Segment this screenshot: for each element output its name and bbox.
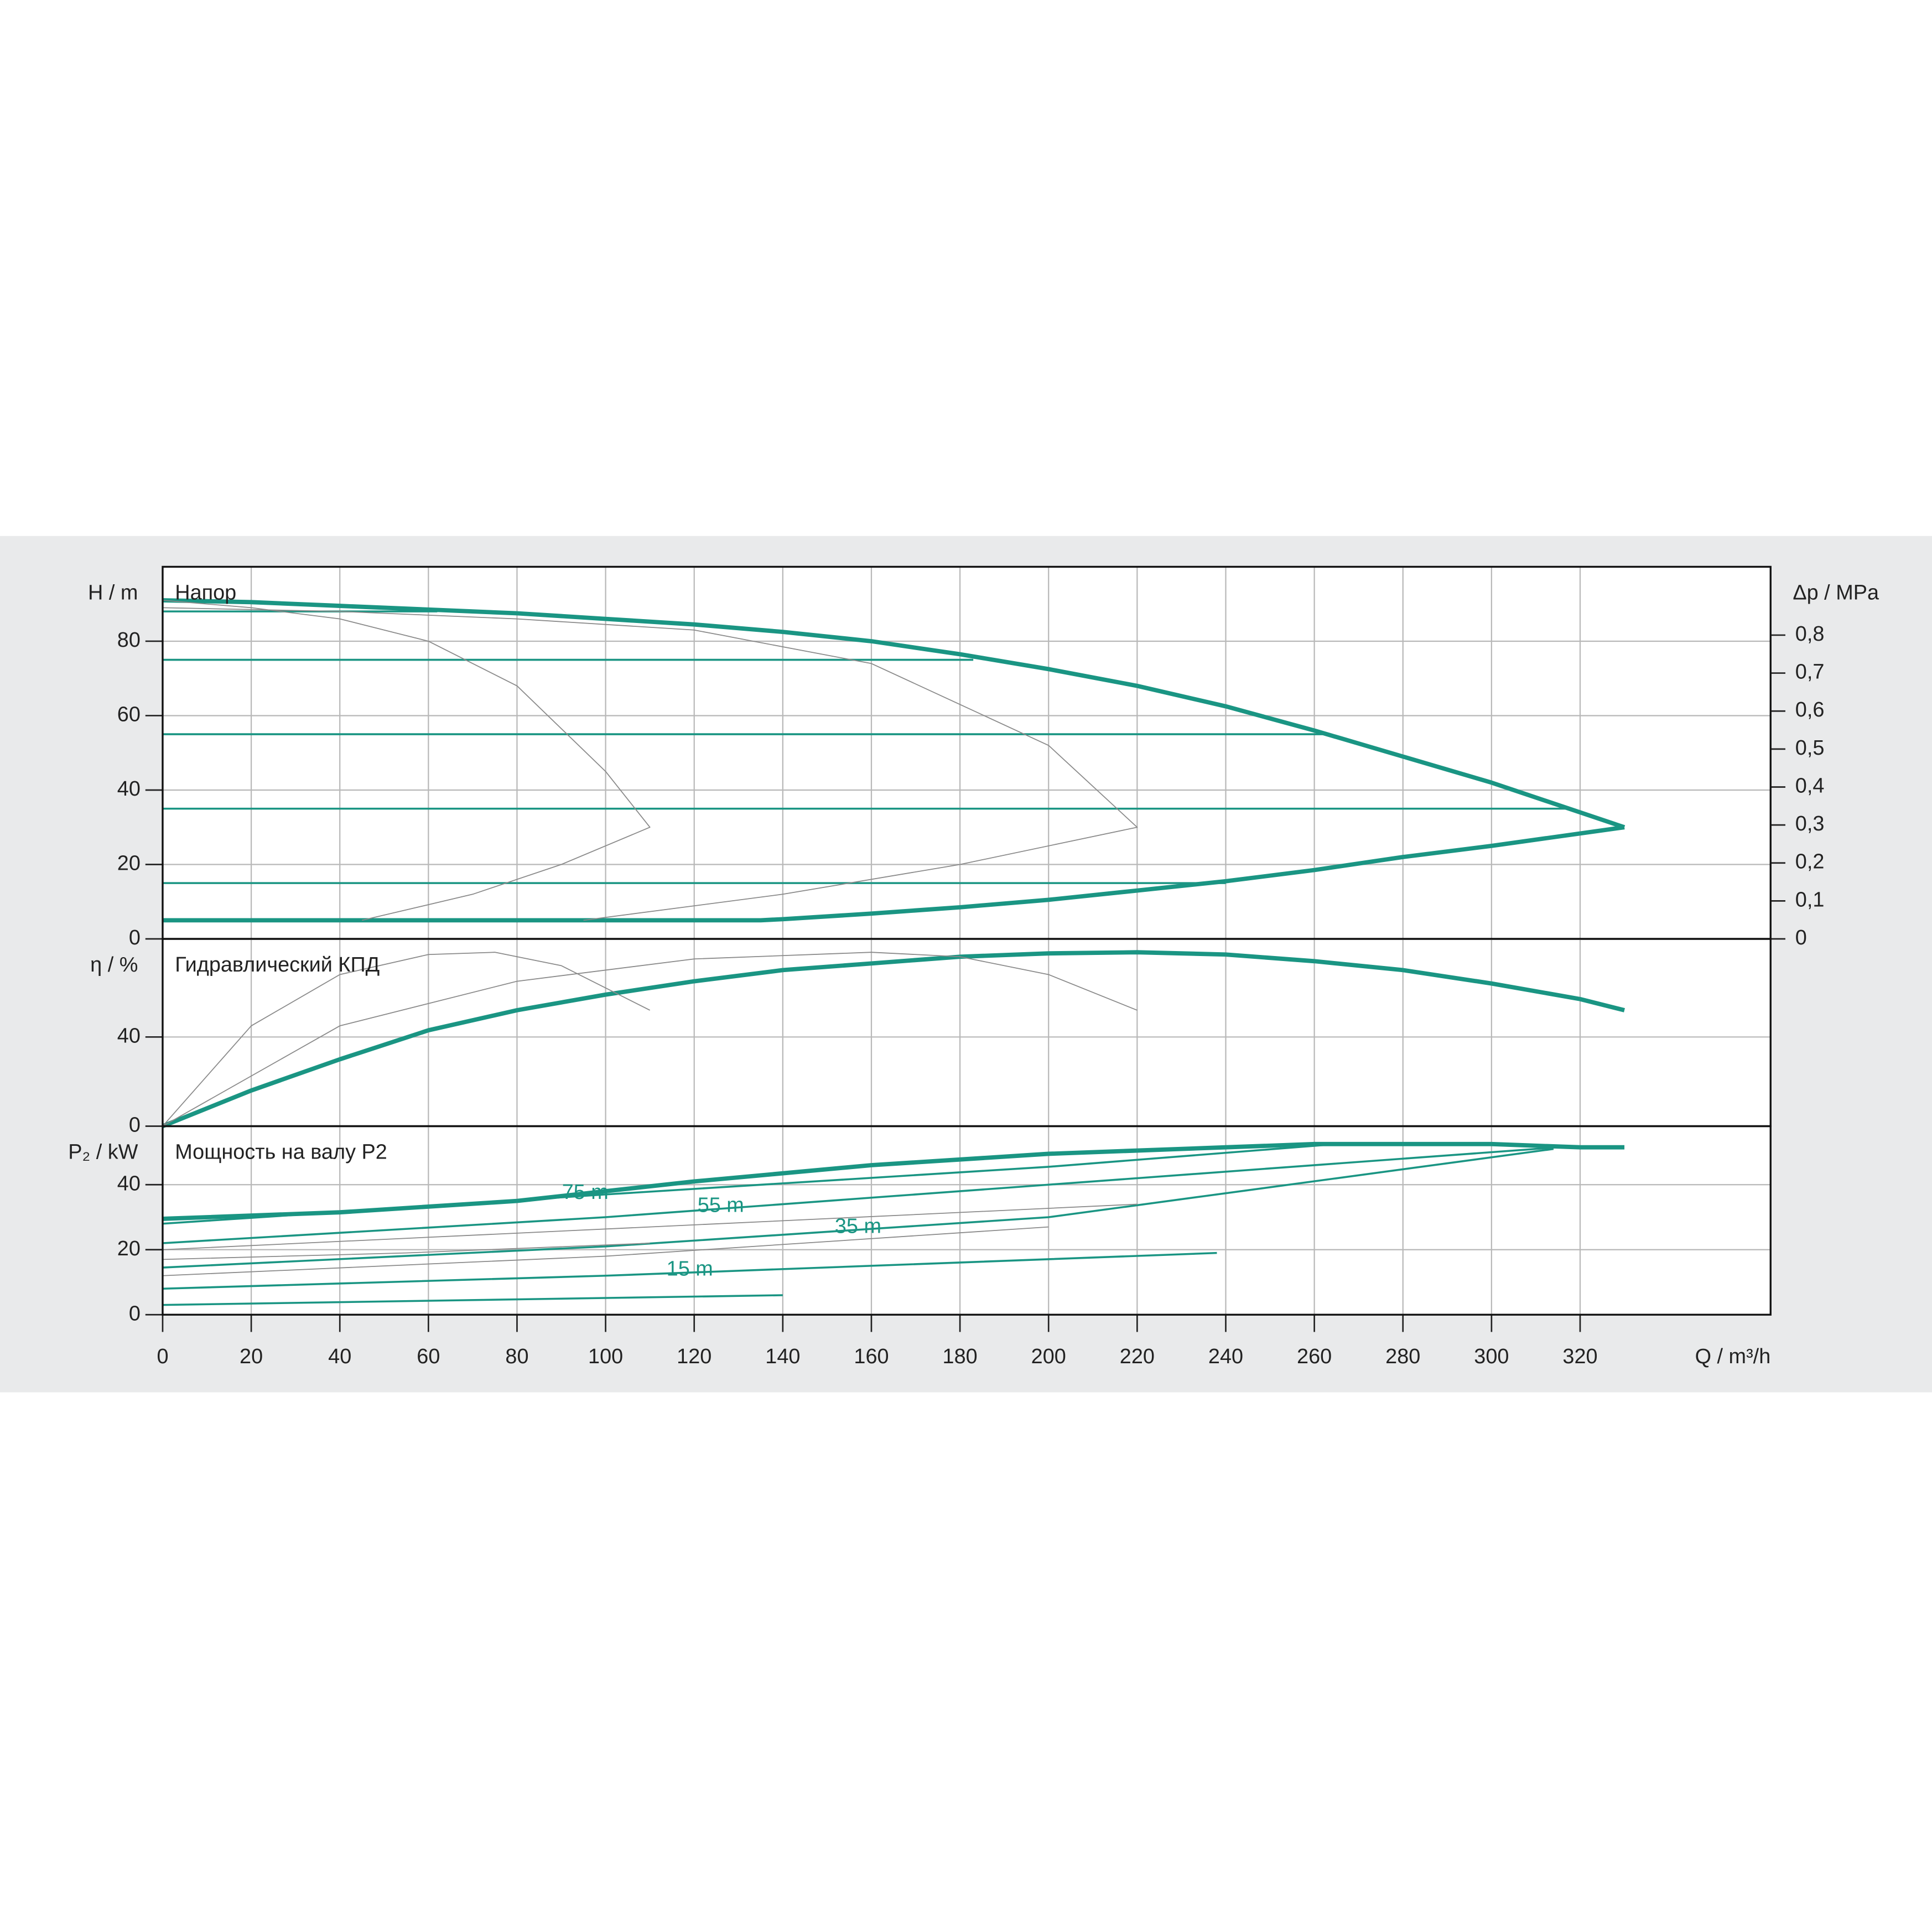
x-tick-label: 60 bbox=[417, 1345, 440, 1368]
x-tick-label: 220 bbox=[1120, 1345, 1155, 1368]
x-axis-label: Q / m³/h bbox=[1695, 1345, 1771, 1368]
x-tick-label: 160 bbox=[854, 1345, 889, 1368]
x-tick-label: 280 bbox=[1385, 1345, 1420, 1368]
y2-tick-label: 0,7 bbox=[1795, 661, 1825, 684]
y2-tick-label: 0,8 bbox=[1795, 622, 1825, 646]
series-line bbox=[162, 1226, 1049, 1276]
y2-tick-label: 0,5 bbox=[1795, 736, 1825, 760]
x-tick-label: 20 bbox=[240, 1345, 263, 1368]
line-label: 75 m bbox=[562, 1181, 609, 1204]
y-tick-label: 20 bbox=[117, 851, 141, 875]
x-tick-label: 260 bbox=[1297, 1345, 1332, 1368]
y2-axis-label: Δp / MPa bbox=[1793, 581, 1879, 604]
y-tick-label: 20 bbox=[117, 1237, 141, 1260]
x-tick-label: 300 bbox=[1474, 1345, 1509, 1368]
x-tick-label: 100 bbox=[588, 1345, 623, 1368]
y2-tick-label: 0,2 bbox=[1795, 850, 1825, 874]
y-tick-label: 40 bbox=[117, 777, 141, 801]
y2-tick-label: 0,4 bbox=[1795, 774, 1825, 797]
panel-title: Напор bbox=[175, 581, 236, 604]
x-tick-label: 240 bbox=[1208, 1345, 1243, 1368]
series-line bbox=[162, 1147, 1554, 1269]
x-tick-label: 140 bbox=[765, 1345, 800, 1368]
series-line bbox=[162, 600, 651, 921]
plot-area bbox=[162, 567, 1771, 1315]
y-axis-label: H / m bbox=[88, 581, 138, 604]
y2-tick-label: 0,1 bbox=[1795, 888, 1825, 911]
y-axis-label: η / % bbox=[90, 953, 138, 977]
y-tick-label: 80 bbox=[117, 629, 141, 652]
series-line bbox=[162, 1251, 1217, 1290]
series-line bbox=[162, 598, 1625, 829]
y-axis-label: P₂ / kW bbox=[68, 1141, 138, 1164]
x-tick-label: 120 bbox=[677, 1345, 711, 1368]
series-line bbox=[162, 1243, 650, 1260]
line-label: 35 m bbox=[835, 1214, 881, 1238]
x-tick-label: 200 bbox=[1031, 1345, 1066, 1368]
x-tick-label: 180 bbox=[943, 1345, 978, 1368]
x-tick-label: 0 bbox=[157, 1345, 168, 1368]
panel-title: Гидравлический КПД bbox=[175, 953, 380, 977]
series-line bbox=[162, 607, 1138, 921]
y2-tick-label: 0,3 bbox=[1795, 812, 1825, 835]
series-line bbox=[162, 1294, 783, 1306]
y-tick-label: 0 bbox=[129, 1114, 141, 1137]
y-tick-label: 60 bbox=[117, 703, 141, 726]
series-line bbox=[162, 952, 1138, 1127]
series-line bbox=[162, 1146, 1559, 1244]
x-tick-label: 40 bbox=[328, 1345, 351, 1368]
y-tick-label: 40 bbox=[117, 1172, 141, 1195]
series-line bbox=[162, 825, 1625, 923]
line-label: 15 m bbox=[667, 1258, 713, 1281]
series-line bbox=[162, 1203, 1138, 1250]
series-line bbox=[162, 952, 651, 1127]
y-tick-label: 0 bbox=[129, 1302, 141, 1325]
panel-title: Мощность на валу P2 bbox=[175, 1141, 387, 1164]
y-tick-label: 40 bbox=[117, 1024, 141, 1047]
y2-tick-label: 0,6 bbox=[1795, 698, 1825, 721]
x-tick-label: 80 bbox=[505, 1345, 528, 1368]
series-line bbox=[162, 1143, 1337, 1225]
panel-frame bbox=[162, 1125, 1772, 1316]
x-tick-label: 320 bbox=[1562, 1345, 1597, 1368]
y-tick-label: 0 bbox=[129, 926, 141, 949]
series-line bbox=[162, 950, 1625, 1129]
line-label: 55 m bbox=[698, 1193, 744, 1217]
y2-tick-label: 0 bbox=[1795, 926, 1807, 949]
